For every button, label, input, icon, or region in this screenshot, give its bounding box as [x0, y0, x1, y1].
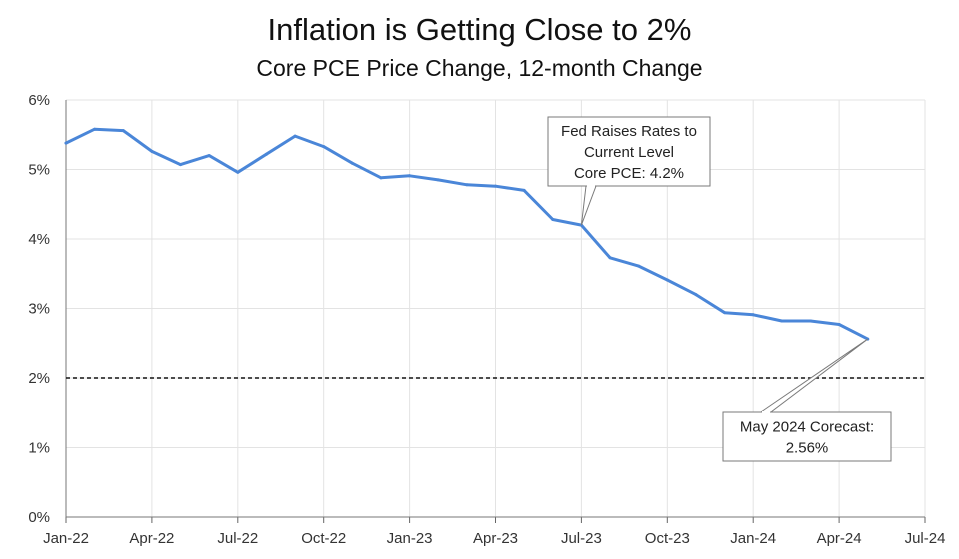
- data-point: [293, 134, 297, 138]
- data-point: [379, 176, 383, 180]
- data-point: [93, 127, 97, 131]
- data-point: [236, 170, 240, 174]
- y-tick-label: 2%: [28, 370, 50, 387]
- x-tick-label: Jan-24: [730, 530, 776, 547]
- data-point: [150, 149, 154, 153]
- chart-title: Inflation is Getting Close to 2%: [267, 12, 692, 47]
- x-tick-label: Jan-22: [43, 530, 89, 547]
- callout-text: Fed Raises Rates to: [561, 123, 697, 140]
- x-tick-label: Jul-22: [217, 530, 258, 547]
- data-point: [637, 264, 641, 268]
- data-point: [751, 313, 755, 317]
- callout-pointer: [580, 185, 597, 226]
- x-tick-label: Jan-23: [387, 530, 433, 547]
- data-point: [121, 129, 125, 133]
- callout-pointer: [759, 338, 869, 413]
- data-point: [780, 319, 784, 323]
- x-tick-label: Oct-22: [301, 530, 346, 547]
- data-point: [551, 218, 555, 222]
- y-tick-label: 4%: [28, 231, 50, 248]
- callout-box: [722, 411, 892, 462]
- data-point: [665, 278, 669, 282]
- y-tick-label: 6%: [28, 92, 50, 109]
- data-point: [837, 322, 841, 326]
- data-point: [808, 319, 812, 323]
- data-point: [264, 152, 268, 156]
- data-point: [694, 293, 698, 297]
- data-point: [207, 154, 211, 158]
- callout-box: [547, 116, 711, 187]
- data-point: [608, 256, 612, 260]
- data-point: [350, 161, 354, 165]
- chart-subtitle: Core PCE Price Change, 12-month Change: [256, 55, 703, 81]
- x-tick-label: Jul-24: [905, 530, 946, 547]
- x-tick-label: Apr-23: [473, 530, 518, 547]
- x-tick-label: Apr-22: [129, 530, 174, 547]
- callout-text: Core PCE: 4.2%: [574, 165, 684, 182]
- data-point: [436, 178, 440, 182]
- x-tick-label: Jul-23: [561, 530, 602, 547]
- x-tick-label: Oct-23: [645, 530, 690, 547]
- data-point: [408, 174, 412, 178]
- callout-text: Current Level: [584, 144, 674, 161]
- y-tick-label: 3%: [28, 301, 50, 318]
- data-point: [723, 311, 727, 315]
- data-point: [322, 145, 326, 149]
- y-tick-label: 0%: [28, 509, 50, 526]
- callout-text: May 2024 Corecast:: [740, 419, 874, 436]
- series-line: [64, 127, 870, 341]
- data-point: [522, 188, 526, 192]
- data-point: [494, 184, 497, 188]
- x-tick-label: Apr-24: [817, 530, 862, 547]
- data-point: [179, 163, 183, 167]
- y-tick-label: 5%: [28, 162, 50, 179]
- callout-text: 2.56%: [786, 440, 829, 457]
- y-tick-label: 1%: [28, 440, 50, 457]
- data-point: [465, 183, 469, 187]
- data-point: [64, 141, 68, 145]
